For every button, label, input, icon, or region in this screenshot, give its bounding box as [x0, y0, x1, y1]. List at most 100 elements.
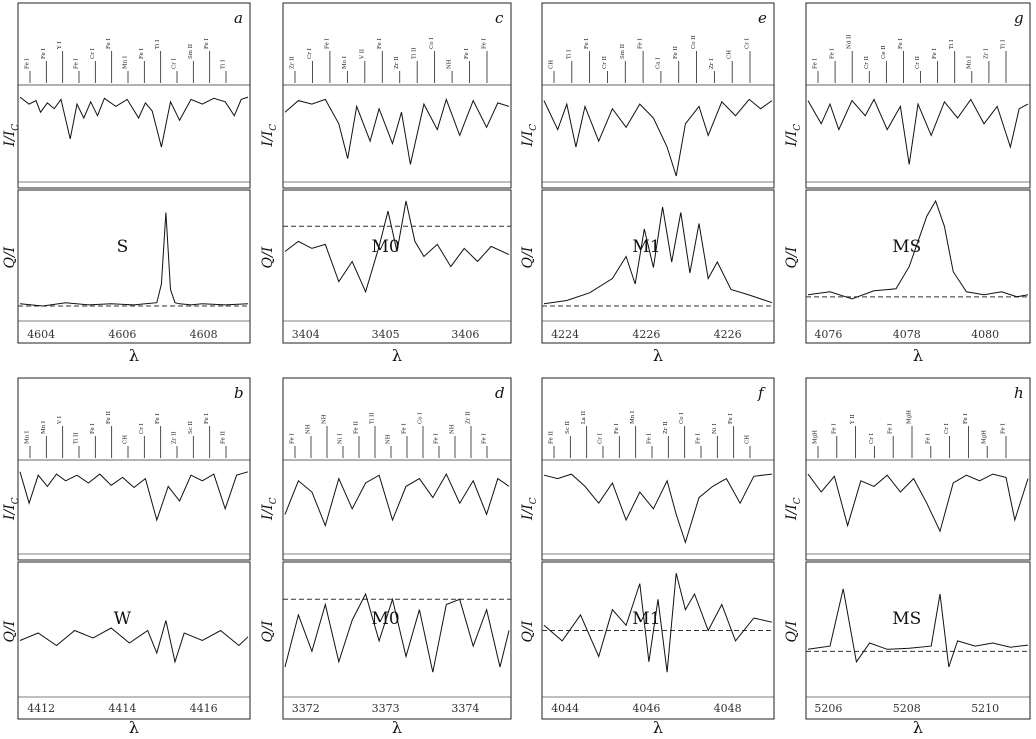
line-id-label: Mo I [342, 56, 348, 69]
line-id-label: Fe I [434, 433, 440, 444]
x-axis-label: λ [392, 718, 402, 737]
line-id-label: CH [123, 435, 129, 444]
line-id-label: Fe I [898, 38, 904, 49]
line-id-label: Fe I [90, 423, 96, 434]
panel-a: a Fe I Fe I Y I Fe I Cr I Fe I Mn I Fe I Ti I Cr I… [2, 2, 251, 365]
intensity-axis-label-main: I/I [2, 130, 18, 147]
polarization-series [543, 206, 773, 305]
line-id-label: Cr I [944, 423, 950, 434]
line-id-label: Fe I [696, 433, 702, 444]
x-tick-label: 4080 [971, 328, 999, 341]
line-id-label: Fe I [1001, 423, 1007, 434]
profile-label: W [114, 609, 132, 629]
line-id-label: CH [549, 60, 555, 69]
panel-e: e CH Ti I Fe I Cr II Sm II Fe I Ca I Fe II Co II Z… [520, 2, 775, 365]
panel-c: c Zr II Cr I Fe I Mo I V II Fe I Zr II Ti II Co I… [260, 2, 512, 365]
x-tick-label: 5206 [814, 702, 842, 715]
polarization-series [19, 620, 249, 664]
intensity-series [19, 96, 249, 148]
polarization-axis-label: Q/I [2, 246, 18, 268]
line-id-label: Fe I [584, 38, 590, 49]
line-id-label: Fe II [549, 431, 555, 444]
intensity-axis-label: I/IC [2, 124, 21, 148]
line-id-label: Mn I [123, 56, 129, 69]
polarization-frame [805, 189, 1031, 344]
line-id-label: Fe I [482, 433, 488, 444]
line-id-label: Fe I [888, 423, 894, 434]
line-id-label: Cr II [915, 56, 921, 69]
panel-letter: f [757, 384, 766, 402]
x-tick-label: 4226 [632, 328, 660, 341]
intensity-axis-label-main: I/I [260, 130, 276, 147]
line-id-label: Fe I [963, 413, 969, 424]
x-tick-label: 4044 [551, 702, 579, 715]
line-id-label: Zr I [709, 59, 715, 69]
intensity-frame [541, 2, 775, 189]
line-id-label: Cr I [172, 58, 178, 69]
line-id-label: NH [322, 414, 328, 424]
profile-label: MS [892, 609, 921, 629]
x-tick-label: 4416 [190, 702, 218, 715]
line-id-label: Cr I [745, 38, 751, 49]
polarization-axis-label: Q/I [2, 620, 18, 642]
line-id-label: Zr II [466, 411, 472, 424]
line-id-label: Ti II [370, 412, 376, 424]
intensity-axis-label: I/IC [260, 497, 279, 521]
polarization-axis-label: Q/I [260, 246, 276, 268]
line-id-label: Fe I [106, 38, 112, 49]
line-id-label: Cr I [90, 48, 96, 59]
polarization-axis-label: Q/I [260, 620, 276, 642]
x-tick-label: 3374 [451, 702, 479, 715]
line-id-label: Fe I [925, 433, 931, 444]
line-id-label: Fe I [830, 48, 836, 59]
profile-label: MS [892, 237, 921, 257]
x-tick-label: 4414 [108, 702, 136, 715]
intensity-axis-label: I/IC [520, 124, 539, 148]
line-id-label: Ti I [1001, 40, 1007, 49]
line-id-label: CH [727, 50, 733, 59]
intensity-series [543, 473, 773, 545]
intensity-frame [541, 377, 775, 561]
line-id-label: Ti I [566, 50, 572, 59]
line-id-label: Fe I [139, 48, 145, 59]
polarization-axis-label: Q/I [784, 620, 800, 642]
line-id-label: Fe I [647, 433, 653, 444]
line-id-label: Mn I [41, 421, 47, 434]
x-tick-label: 3373 [372, 702, 400, 715]
line-id-label: Cr I [307, 48, 313, 59]
line-id-label: MgH [982, 430, 988, 444]
panel-h: h MgH Fe I Y II Cr I Fe I MgH Fe I Cr I Fe I MgH Fe… [784, 377, 1031, 737]
line-id-label: V I [57, 416, 63, 425]
panel-d: d Fe I NH NH Ni I Fe II Ti II NH Fe I Co I Fe I NH Z… [260, 377, 512, 737]
x-tick-label: 4226 [714, 328, 742, 341]
panel-letter: c [495, 9, 504, 27]
intensity-axis-label-sub: C [11, 124, 21, 131]
line-id-label: MgH [907, 410, 913, 424]
x-tick-label: 4076 [814, 328, 842, 341]
line-id-label: NH [450, 424, 456, 434]
x-tick-label: 4608 [190, 328, 218, 341]
polarization-frame [541, 189, 775, 344]
line-id-label: Ti I [221, 60, 227, 69]
x-tick-label: 5208 [893, 702, 921, 715]
line-id-label: Ce II [881, 45, 887, 59]
polarization-axis-label: Q/I [520, 620, 536, 642]
line-id-label: Mn I [966, 56, 972, 69]
line-id-label: Co I [429, 38, 435, 49]
x-axis-label: λ [392, 346, 402, 365]
intensity-frame [282, 377, 512, 561]
line-id-label: Fe II [673, 46, 679, 59]
line-id-label: Cr I [598, 433, 604, 444]
line-id-label: Fe I [155, 413, 161, 424]
line-id-label: Fe I [482, 38, 488, 49]
line-id-label: Fe I [25, 58, 31, 69]
line-id-label: Zr II [290, 56, 296, 69]
intensity-series [284, 97, 510, 165]
line-id-label: Co I [679, 413, 685, 424]
intensity-axis-label-sub: C [793, 497, 803, 504]
x-tick-label: 3372 [292, 702, 320, 715]
line-id-label: Fe II [354, 421, 360, 434]
line-id-label: Mn I [25, 431, 31, 444]
polarization-axis-label: Q/I [520, 246, 536, 268]
x-tick-label: 3404 [292, 328, 320, 341]
